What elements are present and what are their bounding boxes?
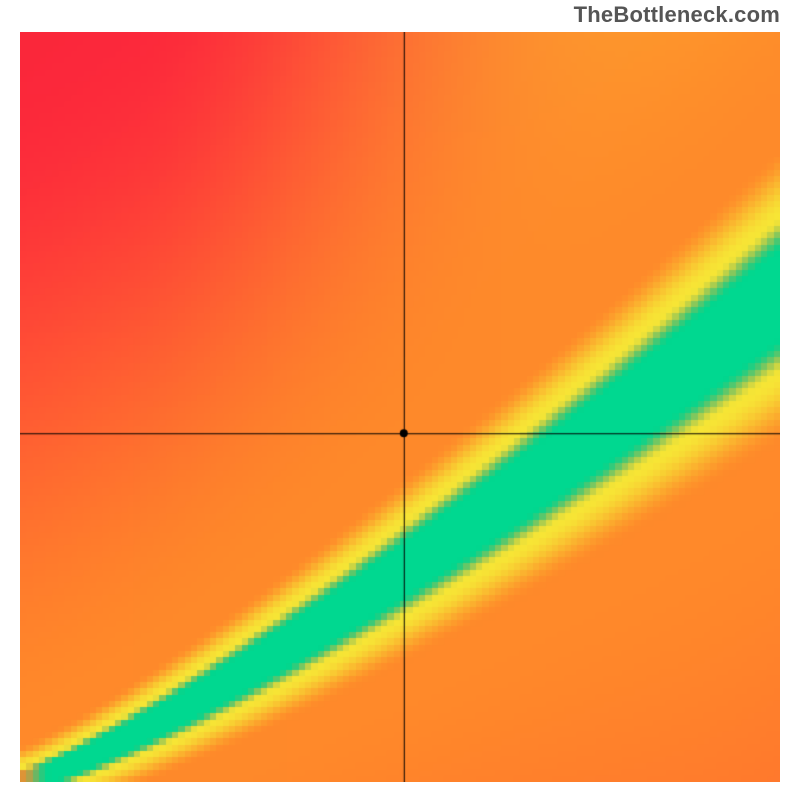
watermark-label: TheBottleneck.com	[574, 2, 780, 28]
bottleneck-heatmap	[20, 32, 780, 782]
plot-area	[20, 32, 780, 782]
chart-container: TheBottleneck.com	[0, 0, 800, 800]
